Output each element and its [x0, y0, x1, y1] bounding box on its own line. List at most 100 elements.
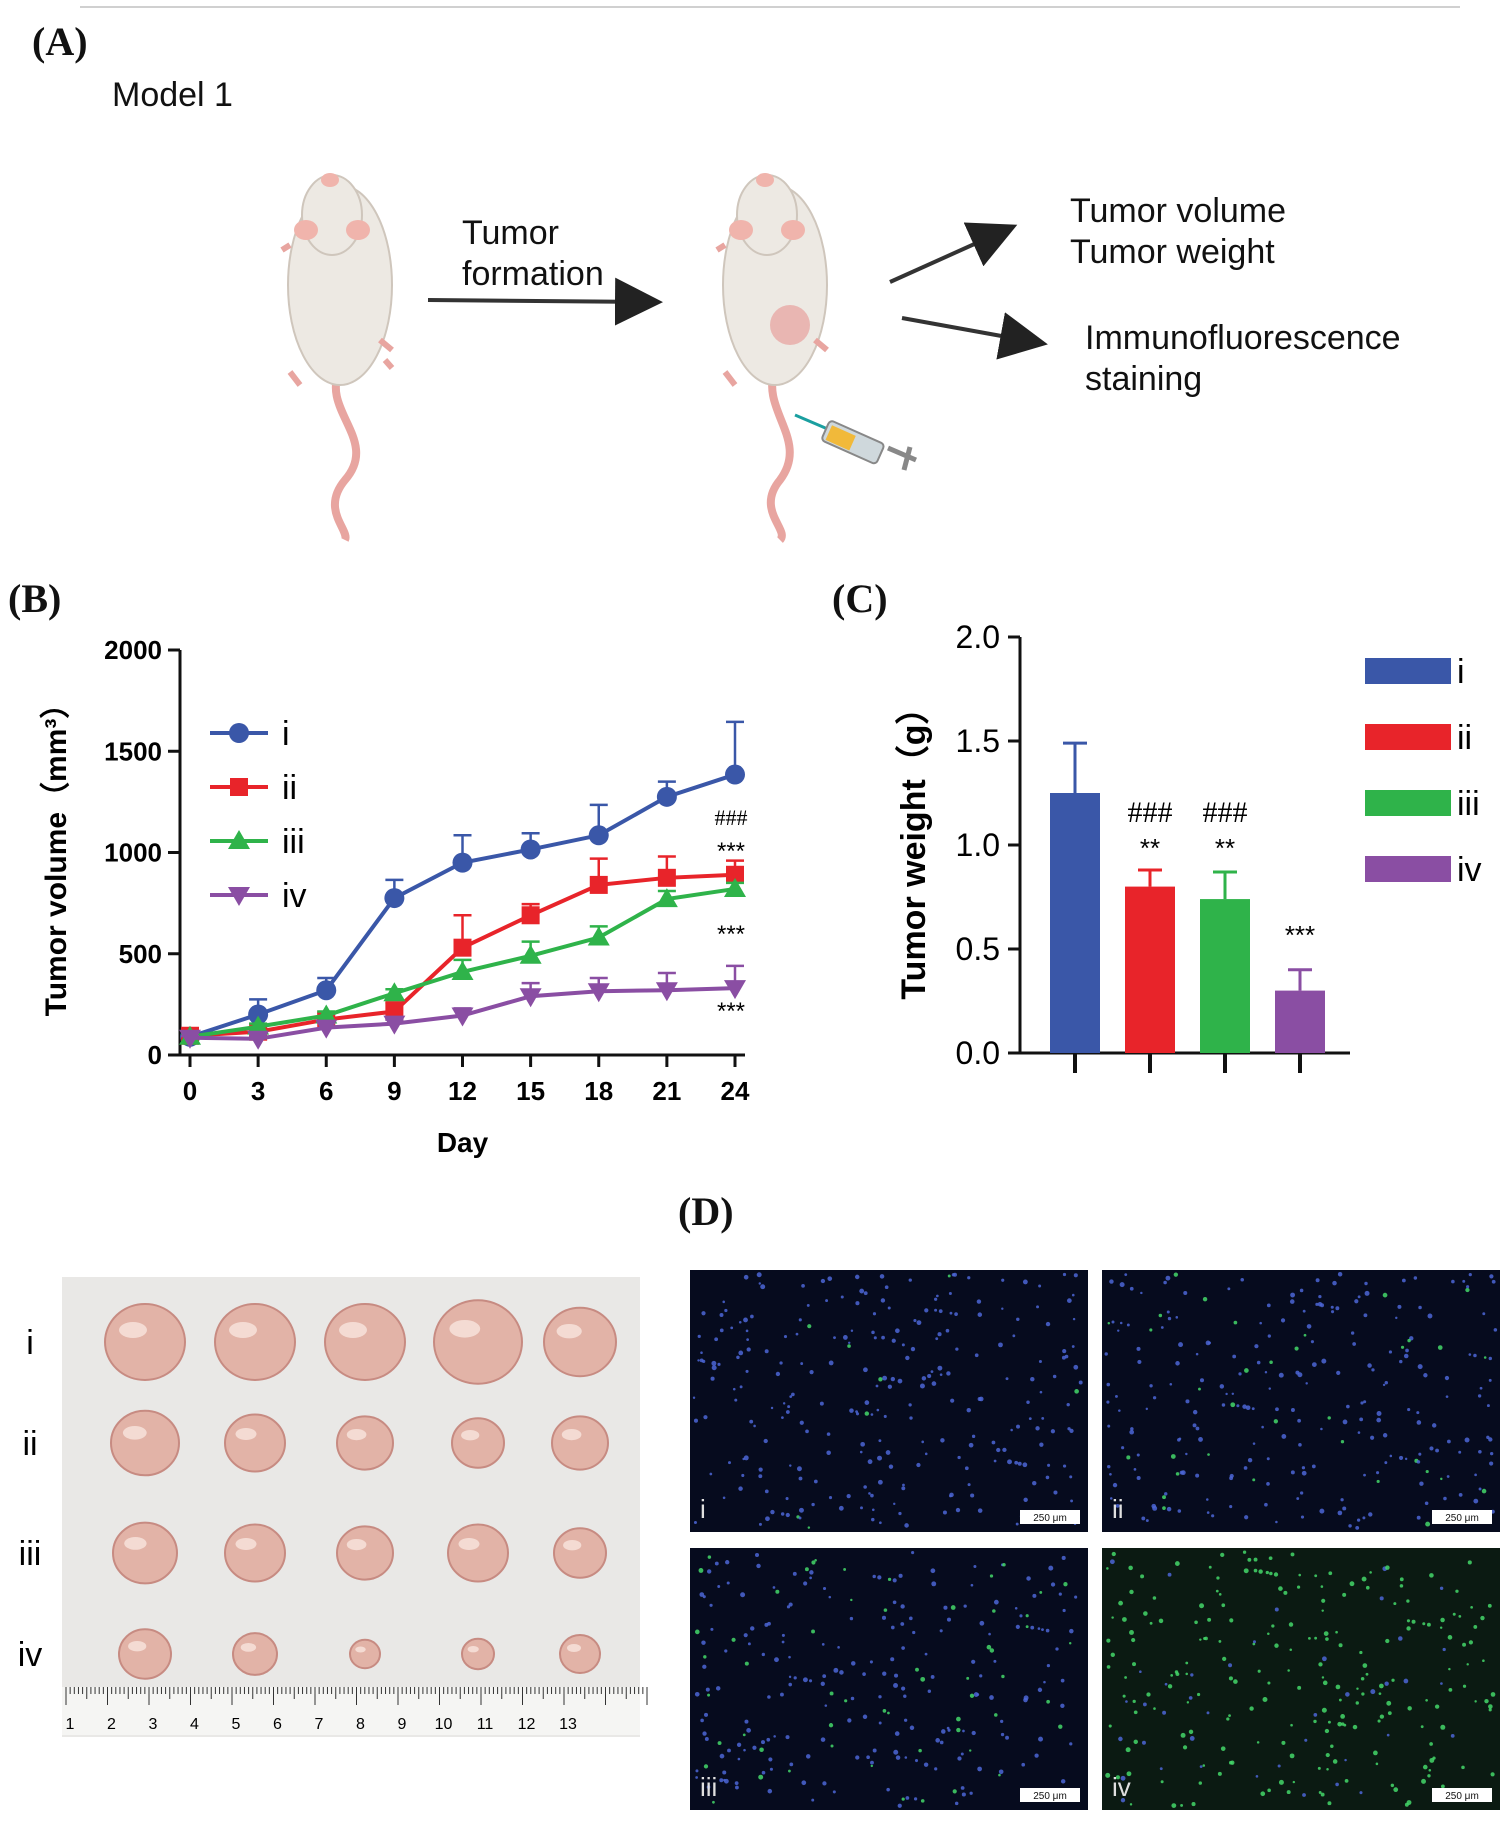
legend-label-iii: iii	[1457, 785, 1480, 823]
cell-dot	[1290, 1292, 1296, 1298]
cell-dot	[872, 1748, 877, 1753]
cell-dot	[898, 1573, 903, 1578]
cell-dot	[742, 1733, 746, 1737]
cell-dot	[1126, 1771, 1132, 1777]
cell-dot	[707, 1693, 711, 1697]
cell-dot	[1434, 1704, 1440, 1709]
cell-dot	[1132, 1699, 1136, 1704]
cell-dot	[1478, 1449, 1482, 1454]
cell-dot	[727, 1748, 731, 1753]
cell-dot	[1418, 1452, 1422, 1456]
cell-dot	[1021, 1762, 1026, 1767]
top-divider	[80, 6, 1460, 8]
cell-dot	[822, 1781, 827, 1786]
cell-dot	[895, 1328, 900, 1334]
cell-dot	[1490, 1452, 1494, 1456]
scale-bar	[1020, 1510, 1080, 1524]
cell-dot	[1491, 1279, 1496, 1284]
cell-dot	[1106, 1382, 1111, 1387]
cell-dot	[1440, 1682, 1443, 1685]
cell-dot	[977, 1312, 983, 1317]
cell-dot	[1478, 1487, 1482, 1491]
cell-dot	[746, 1338, 749, 1341]
cell-dot	[840, 1295, 844, 1299]
tumor-highlight	[461, 1430, 480, 1441]
cell-dot	[1445, 1395, 1449, 1398]
cell-dot	[704, 1737, 709, 1741]
data-point	[384, 888, 405, 909]
cell-dot	[768, 1757, 773, 1762]
x-tick-label: 24	[721, 1076, 750, 1106]
cell-dot	[693, 1418, 699, 1423]
cell-dot	[1376, 1471, 1380, 1475]
cell-dot	[957, 1756, 962, 1761]
cell-dot	[747, 1642, 751, 1646]
cell-dot	[1039, 1590, 1043, 1594]
data-point	[656, 786, 677, 807]
cell-dot	[1066, 1402, 1070, 1407]
cell-dot	[1482, 1659, 1485, 1662]
cell-dot	[1281, 1740, 1286, 1745]
cell-dot	[1362, 1663, 1368, 1668]
cell-dot	[796, 1466, 802, 1472]
cell-dot	[1207, 1617, 1212, 1622]
cell-dot	[705, 1687, 710, 1692]
cell-dot	[871, 1330, 875, 1335]
cell-dot	[1268, 1387, 1271, 1390]
cell-dot	[1032, 1480, 1037, 1486]
cell-dot	[1185, 1661, 1189, 1665]
cell-dot	[1069, 1742, 1073, 1746]
cell-dot	[826, 1450, 831, 1456]
cell-dot	[1060, 1779, 1066, 1784]
data-point	[453, 938, 472, 957]
cell-dot	[1120, 1797, 1126, 1803]
data-point	[725, 764, 745, 785]
cell-dot	[813, 1479, 818, 1484]
cell-dot	[1185, 1399, 1190, 1404]
cell-dot	[1146, 1692, 1151, 1697]
x-tick-label: 0	[183, 1076, 197, 1106]
cell-dot	[1025, 1625, 1029, 1629]
y-tick-label: 500	[119, 939, 162, 969]
cell-dot	[769, 1767, 773, 1771]
cell-dot	[737, 1757, 741, 1761]
cell-dot	[1458, 1450, 1462, 1454]
cell-dot	[1286, 1790, 1291, 1795]
cell-dot	[1335, 1684, 1341, 1690]
cell-dot	[1335, 1306, 1340, 1311]
cell-dot	[1344, 1779, 1349, 1783]
cell-dot	[1486, 1404, 1490, 1408]
cell-dot	[1005, 1735, 1009, 1740]
cell-dot	[914, 1758, 919, 1763]
cell-dot	[697, 1334, 701, 1338]
cell-dot	[1448, 1667, 1451, 1671]
cell-dot	[1273, 1572, 1279, 1577]
cell-dot	[744, 1661, 749, 1666]
cell-dot	[1256, 1741, 1260, 1744]
cell-dot	[1111, 1616, 1114, 1619]
cell-dot	[1215, 1589, 1219, 1593]
cell-dot	[1390, 1783, 1395, 1788]
cell-dot	[1314, 1636, 1318, 1640]
cell-dot	[700, 1351, 703, 1354]
cell-dot	[939, 1629, 943, 1633]
cell-dot	[1226, 1717, 1230, 1721]
cell-dot	[898, 1511, 902, 1516]
cell-dot	[1043, 1680, 1046, 1684]
photo-row-label-i: i	[26, 1324, 34, 1362]
cell-dot	[1000, 1732, 1005, 1737]
cell-dot	[1359, 1650, 1363, 1655]
arrow-tumor-formation	[427, 277, 663, 326]
cell-dot	[1039, 1442, 1044, 1447]
cell-dot	[1023, 1695, 1029, 1701]
cell-dot	[1227, 1287, 1231, 1291]
cell-dot	[1261, 1425, 1264, 1429]
cell-dot	[1317, 1302, 1323, 1307]
cell-dot	[934, 1297, 938, 1301]
cell-dot	[895, 1755, 901, 1760]
cell-dot	[766, 1737, 771, 1742]
cell-dot	[809, 1576, 812, 1580]
cell-dot	[1468, 1640, 1474, 1645]
cell-dot	[1244, 1368, 1249, 1373]
cell-dot	[1440, 1477, 1443, 1481]
